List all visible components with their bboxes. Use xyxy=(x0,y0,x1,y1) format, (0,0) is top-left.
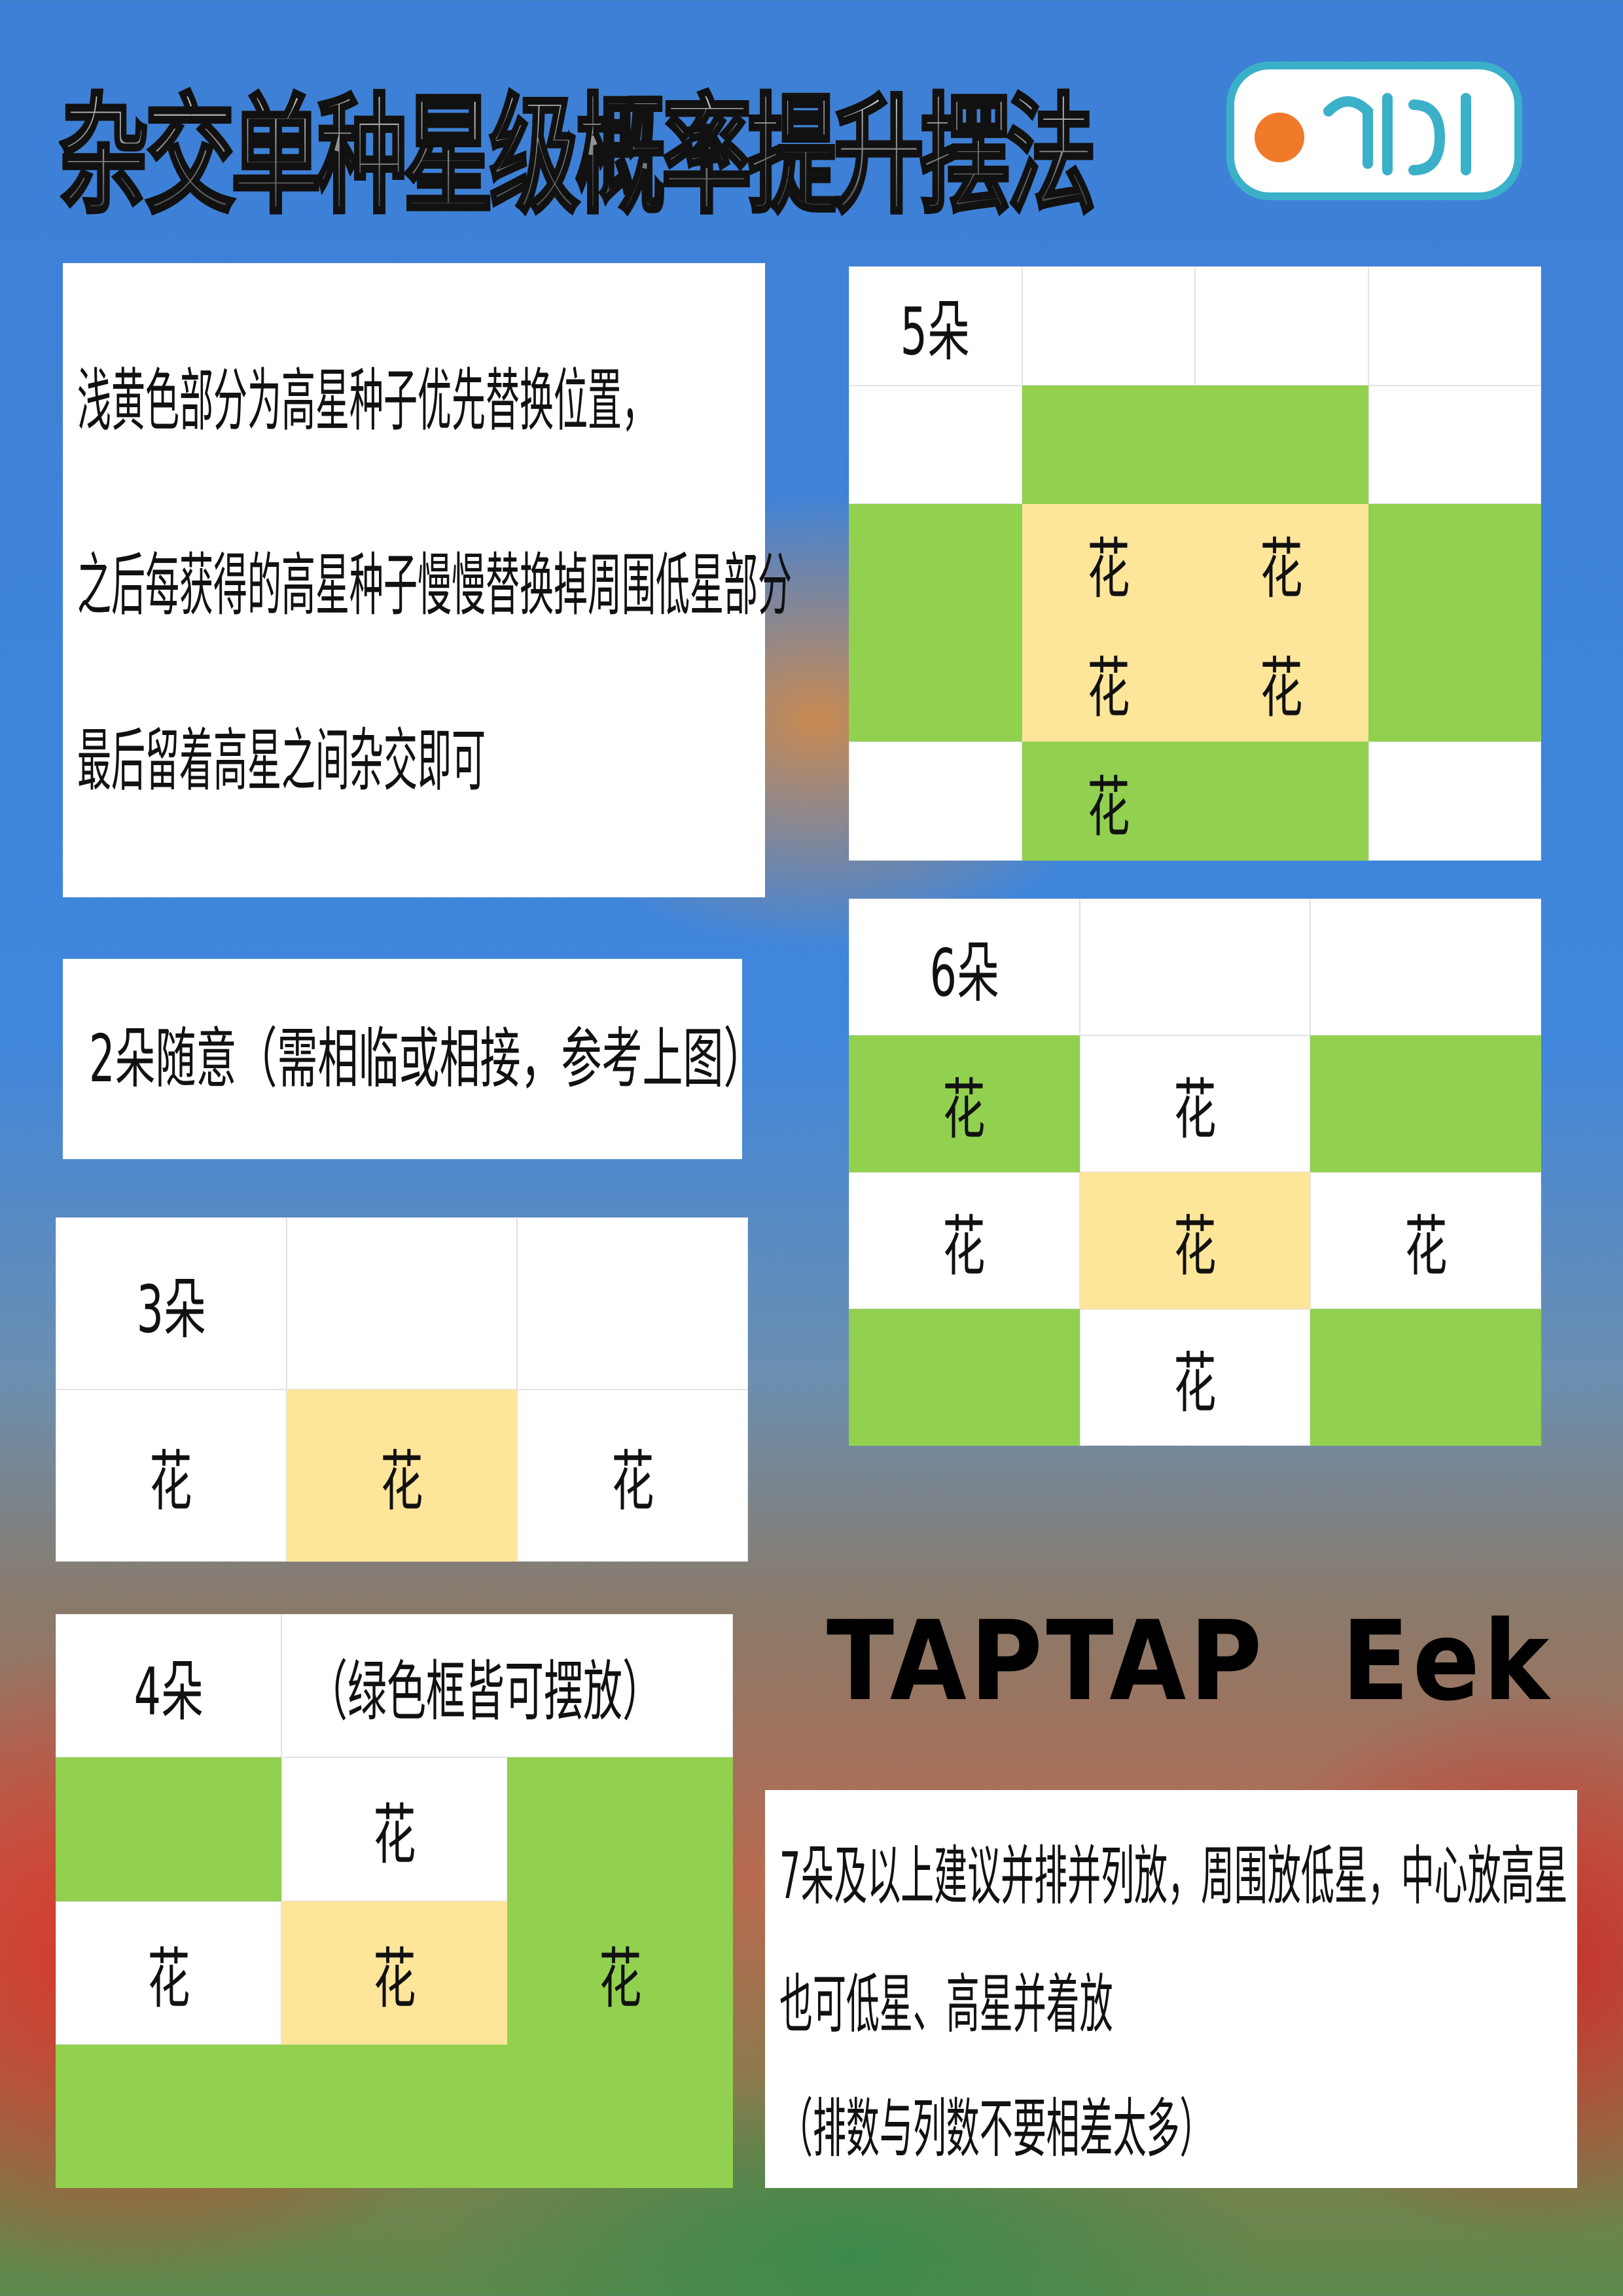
intro-line: 之后每获得的高星种子慢慢替换掉周围低星部分 xyxy=(77,545,793,625)
flower-cell: 花 xyxy=(281,1757,507,1901)
seven-line: （排数与列数不要相差太多） xyxy=(779,2092,1213,2166)
flower-cell: 花 xyxy=(1310,1172,1541,1309)
two-flowers-box: 2朵随意（需相临或相接，参考上图） xyxy=(63,959,764,1159)
cell xyxy=(1022,385,1195,505)
flower-cell: 花 xyxy=(1022,742,1195,861)
cell xyxy=(849,504,1022,623)
grid-label: 5朵 xyxy=(849,266,1022,386)
flower-cell: 花 xyxy=(1022,622,1195,742)
cell xyxy=(56,1757,281,1901)
cell xyxy=(1310,1309,1541,1446)
cell xyxy=(1195,385,1368,505)
cell xyxy=(849,385,1022,505)
four-flowers-grid: 4朵 （绿色框皆可摆放） 花 花花花 xyxy=(56,1614,733,2188)
seven-line: 也可低星、高星并着放 xyxy=(779,1967,1113,2042)
flower-cell: 花 xyxy=(849,1035,1080,1172)
intro-line: 最后留着高星之间杂交即可 xyxy=(77,721,486,800)
seven-line: 7朵及以上建议并排并列放，周围放低星，中心放高星 xyxy=(779,1839,1568,1914)
intro-line: 浅黄色部分为高星种子优先替换位置， xyxy=(77,361,656,440)
flower-cell: 花 xyxy=(286,1390,518,1562)
flower-cell: 花 xyxy=(281,1901,507,2045)
flower-cell: 花 xyxy=(517,1390,748,1562)
cell xyxy=(1195,742,1368,861)
cell xyxy=(1195,266,1368,386)
author-watermark: TAPTAP Eek xyxy=(827,1597,1553,1725)
cell xyxy=(849,1309,1080,1446)
cell xyxy=(849,622,1022,742)
flower-cell: 花 xyxy=(56,1901,281,2045)
cell xyxy=(56,2044,281,2188)
cell xyxy=(507,1757,733,1901)
seven-flowers-box: 7朵及以上建议并排并列放，周围放低星，中心放高星 也可低星、高星并着放 （排数与… xyxy=(765,1790,1577,2188)
grid-note: （绿色框皆可摆放） xyxy=(281,1614,733,1758)
flower-cell: 花 xyxy=(56,1390,287,1562)
grid-label: 4朵 xyxy=(56,1614,281,1758)
cell xyxy=(286,1217,518,1390)
cell xyxy=(1022,266,1195,386)
flower-cell: 花 xyxy=(849,1172,1080,1309)
cell xyxy=(507,2044,733,2188)
three-flowers-grid: 3朵 花花花 xyxy=(56,1217,748,1562)
flower-cell: 花 xyxy=(1195,622,1368,742)
flower-cell: 花 xyxy=(507,1901,733,2045)
cell xyxy=(1079,899,1311,1035)
two-flowers-text: 2朵随意（需相临或相接，参考上图） xyxy=(89,1020,764,1097)
flower-cell: 花 xyxy=(1079,1172,1311,1309)
flower-cell: 花 xyxy=(1079,1035,1311,1172)
five-flowers-grid: 5朵 花花 花花 花 xyxy=(849,266,1541,861)
cell xyxy=(1368,622,1541,742)
page-title: 杂交单种星级概率提升摆法 xyxy=(58,52,1097,238)
cell xyxy=(1368,504,1541,623)
cell xyxy=(1368,266,1541,386)
grid-label: 6朵 xyxy=(849,899,1080,1035)
grid-label: 3朵 xyxy=(56,1217,287,1390)
cell xyxy=(849,742,1022,861)
six-flowers-grid: 6朵 花花 花花花 花 xyxy=(849,899,1541,1446)
cell xyxy=(1368,385,1541,505)
cell xyxy=(1310,899,1541,1035)
flower-cell: 花 xyxy=(1195,504,1368,623)
cell xyxy=(517,1217,748,1390)
flower-cell: 花 xyxy=(1022,504,1195,623)
cell xyxy=(1368,742,1541,861)
cell xyxy=(281,2044,507,2188)
flower-cell: 花 xyxy=(1079,1309,1311,1446)
intro-box: 浅黄色部分为高星种子优先替换位置， 之后每获得的高星种子慢慢替换掉周围低星部分 … xyxy=(63,263,792,897)
cell xyxy=(1310,1035,1541,1172)
game-logo xyxy=(1226,62,1522,200)
